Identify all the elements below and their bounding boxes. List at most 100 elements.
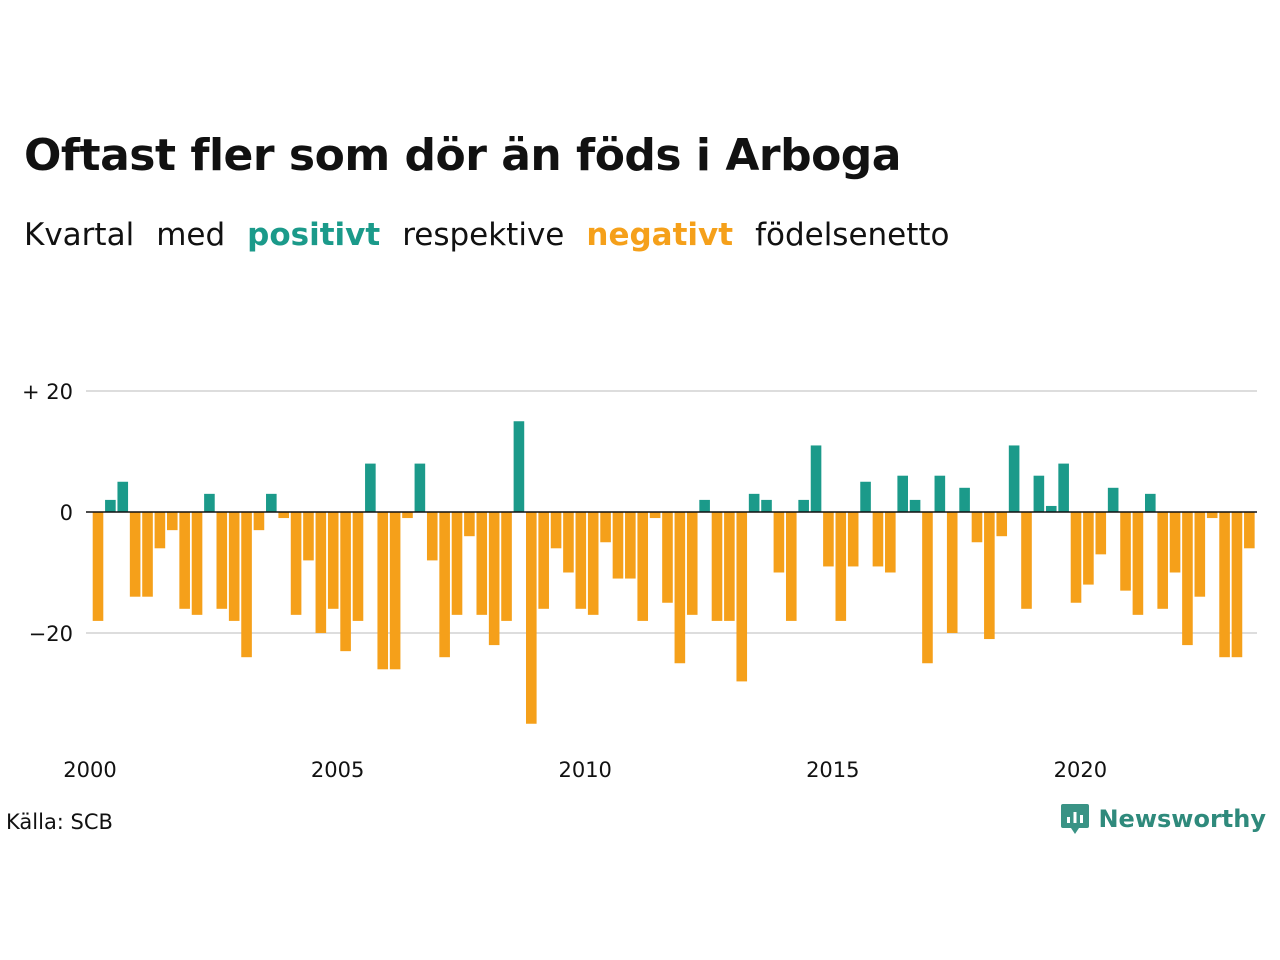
bar (1231, 512, 1243, 658)
bar (1194, 512, 1206, 597)
bar (885, 512, 896, 573)
y-tick-label: −20 (29, 622, 73, 646)
subtitle-word: Kvartal (24, 217, 135, 253)
bar (1107, 487, 1119, 512)
bar (550, 512, 562, 549)
bar (451, 512, 463, 615)
bar (253, 512, 265, 531)
bar (513, 421, 525, 512)
bar (204, 493, 215, 512)
bar (897, 475, 908, 512)
bar (166, 512, 178, 531)
bar (426, 512, 438, 561)
bar (946, 512, 958, 633)
bar (340, 512, 351, 652)
bar (117, 481, 129, 512)
bar (662, 512, 673, 603)
bar (216, 512, 228, 609)
bar (501, 512, 512, 621)
bar (476, 512, 488, 615)
bar (266, 493, 277, 512)
brand-name: Newsworthy (1098, 805, 1266, 833)
bar (612, 512, 624, 579)
bar (92, 512, 104, 621)
subtitle-word: födelsenetto (755, 217, 950, 253)
bar (1095, 512, 1107, 555)
bar (860, 481, 871, 512)
bar (625, 512, 636, 579)
bar (414, 463, 426, 512)
bar (389, 512, 401, 670)
bar (686, 512, 698, 615)
bar (290, 512, 302, 615)
bar (984, 512, 995, 640)
bar (105, 499, 116, 512)
bar (179, 512, 190, 609)
bar (649, 512, 661, 519)
bar (464, 512, 475, 537)
bar (315, 512, 327, 633)
bar (142, 512, 153, 597)
bar (129, 512, 141, 597)
bar (761, 499, 772, 512)
bar (327, 512, 339, 609)
bar (1045, 505, 1057, 512)
bar (365, 463, 376, 512)
bar (600, 512, 611, 543)
bar (748, 493, 760, 512)
bar (1132, 512, 1144, 615)
bar (810, 445, 822, 512)
bar (538, 512, 549, 609)
bar (847, 512, 859, 567)
y-tick-label: + 20 (22, 380, 73, 404)
y-tick-label: 0 (60, 501, 73, 525)
bar (241, 512, 252, 658)
bar (1145, 493, 1156, 512)
bar (526, 512, 537, 724)
bar (922, 512, 933, 664)
bar (798, 499, 809, 512)
chart-subtitle: Kvartal med positivt respektive negativt föde… (24, 217, 972, 253)
bar (872, 512, 884, 567)
bar (1219, 512, 1230, 658)
brand: Newsworthy (1060, 802, 1266, 836)
bar (736, 512, 748, 682)
bar (402, 512, 413, 519)
bar (724, 512, 735, 621)
bar (1058, 463, 1069, 512)
bar (1008, 445, 1020, 512)
bar (303, 512, 314, 561)
bar-chart: + 20 0 −20 2000 2005 2010 2015 2020 (22, 380, 1257, 782)
bar (934, 475, 946, 512)
bar (488, 512, 500, 646)
bar (587, 512, 599, 615)
bar (352, 512, 364, 621)
bar (711, 512, 723, 621)
subtitle-word: respektive (402, 217, 565, 253)
bar (228, 512, 240, 621)
subtitle-negative-label: negativt (586, 217, 734, 253)
newsworthy-logo-icon (1061, 804, 1090, 834)
bar (1206, 512, 1218, 519)
x-tick-label: 2005 (311, 758, 364, 782)
subtitle-word: med (156, 217, 226, 253)
bar (1033, 475, 1045, 512)
bar (1070, 512, 1082, 603)
bar (563, 512, 574, 573)
subtitle-positive-label: positivt (247, 217, 381, 253)
bar (773, 512, 785, 573)
bar (1021, 512, 1032, 609)
bar (674, 512, 686, 664)
bar (154, 512, 166, 549)
bar (785, 512, 797, 621)
axis-layer: + 20 0 −20 2000 2005 2010 2015 2020 (22, 380, 1257, 782)
chart-title: Oftast fler som dör än föds i Arboga (24, 130, 902, 181)
x-tick-label: 2015 (806, 758, 859, 782)
bar (699, 499, 710, 512)
bar (637, 512, 649, 621)
bar (1169, 512, 1181, 573)
bar-layer (92, 421, 1255, 724)
x-tick-label: 2000 (63, 758, 116, 782)
bar (971, 512, 983, 543)
bar (1244, 512, 1255, 549)
